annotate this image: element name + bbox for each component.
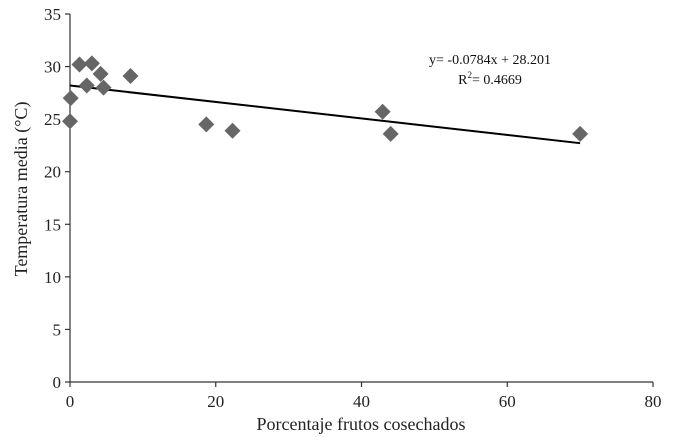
trendline (69, 84, 581, 145)
r-squared-prefix: R (458, 73, 468, 88)
data-point (95, 79, 112, 96)
y-tick-label: 20 (44, 163, 61, 182)
data-point (62, 90, 79, 107)
y-tick-label: 10 (44, 268, 61, 287)
y-tick-label: 0 (53, 373, 62, 392)
data-point (374, 103, 391, 120)
data-points (62, 55, 589, 142)
x-tick-label: 60 (499, 392, 516, 411)
r-squared-label: R2= 0.4669 (458, 70, 522, 88)
y-tick-label: 25 (44, 110, 61, 129)
x-tick-label: 40 (353, 392, 370, 411)
ticks: 0 5 10 15 20 25 30 35 0 20 40 60 80 (44, 5, 662, 411)
data-point (382, 125, 399, 142)
data-point (71, 56, 88, 73)
x-tick-label: 80 (645, 392, 662, 411)
data-point (92, 65, 109, 82)
y-tick-label: 35 (44, 5, 61, 24)
r-squared-value: = 0.4669 (472, 73, 522, 88)
trendline-group (69, 84, 581, 145)
data-point (224, 122, 241, 139)
data-point (83, 55, 100, 72)
x-axis-title: Porcentaje frutos cosechados (257, 414, 466, 434)
trendline-equation: y= -0.0784x + 28.201 (429, 53, 551, 68)
y-axis-title: Temperatura media (°C) (11, 102, 32, 277)
data-point (198, 116, 215, 133)
data-point (572, 125, 589, 142)
r-squared-superscript: 2 (467, 70, 472, 80)
y-tick-label: 15 (44, 215, 61, 234)
axes (69, 14, 653, 383)
y-tick-label: 30 (44, 58, 61, 77)
data-point (62, 113, 78, 130)
y-tick-label: 5 (53, 320, 62, 339)
x-tick-label: 20 (207, 392, 224, 411)
data-point (122, 68, 139, 85)
x-tick-label: 0 (66, 392, 75, 411)
data-point (78, 77, 95, 94)
